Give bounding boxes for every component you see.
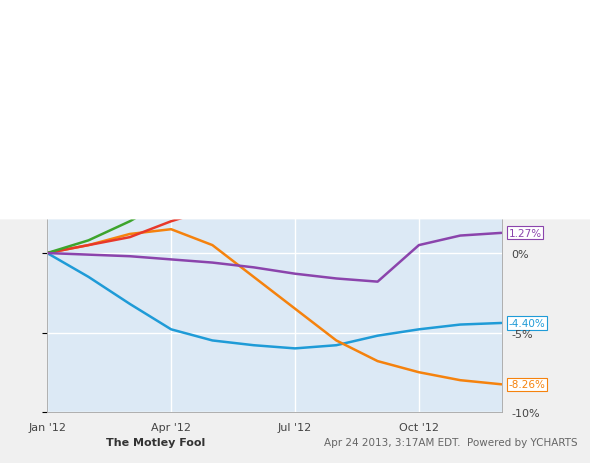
Text: FirstEnergy Gross Profit Margin TTM % Change: FirstEnergy Gross Profit Margin TTM % Ch… [27, 81, 268, 91]
Text: 5.42%: 5.42% [509, 163, 542, 173]
Text: TECO Energy Gross Profit Margin TTM % Change: TECO Energy Gross Profit Margin TTM % Ch… [27, 45, 278, 55]
Bar [6, 82, 21, 92]
Text: The Motley Fool: The Motley Fool [106, 437, 205, 447]
Text: 1.27%: 1.27% [509, 228, 542, 238]
Text: 7.93%: 7.93% [509, 123, 542, 133]
Bar [6, 46, 21, 56]
Bar [6, 11, 21, 21]
Text: Apr 24 2013, 3:17AM EDT.  Powered by YCHARTS: Apr 24 2013, 3:17AM EDT. Powered by YCHA… [324, 437, 578, 447]
Bar [6, 28, 21, 39]
Text: Atlantic Power Corporation Gross Profit Margin TTM % Change: Atlantic Power Corporation Gross Profit … [27, 10, 350, 19]
Text: Ameren Gross Profit Margin TTM % Change: Ameren Gross Profit Margin TTM % Change [27, 63, 251, 73]
Text: Exelon Gross Profit Margin TTM % Change: Exelon Gross Profit Margin TTM % Change [27, 27, 245, 38]
Bar [6, 64, 21, 75]
Text: -8.26%: -8.26% [509, 380, 545, 389]
Text: -4.40%: -4.40% [509, 318, 545, 328]
